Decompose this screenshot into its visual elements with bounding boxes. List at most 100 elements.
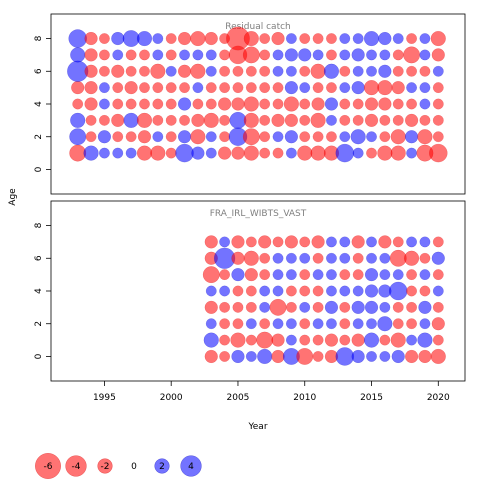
residual-bubble xyxy=(72,98,84,110)
residual-bubble xyxy=(245,302,257,313)
residual-bubble xyxy=(271,32,285,46)
residual-bubble xyxy=(364,97,379,111)
residual-bubble xyxy=(366,351,377,362)
residual-bubble xyxy=(286,147,297,159)
legend-label: 0 xyxy=(131,462,137,472)
residual-bubble xyxy=(296,348,314,365)
residual-bubble xyxy=(137,130,152,144)
residual-bubble xyxy=(150,145,166,161)
residual-bubble xyxy=(245,334,257,346)
residual-bubble xyxy=(259,252,271,264)
residual-bubble xyxy=(165,98,177,110)
residual-bubble xyxy=(310,112,326,128)
residual-bubble xyxy=(406,147,417,159)
residual-bubble xyxy=(326,82,337,93)
residual-bubble xyxy=(231,268,245,282)
residual-bubble xyxy=(244,268,258,282)
residual-bubble xyxy=(152,131,164,143)
x-tick-label: 1995 xyxy=(93,393,116,403)
residual-bubble xyxy=(112,49,124,61)
residual-bubble xyxy=(125,49,137,61)
residual-bubble xyxy=(326,49,337,61)
residual-bubble xyxy=(69,144,87,162)
residual-bubble xyxy=(431,317,445,331)
residual-bubble xyxy=(192,82,204,93)
legend-label: 4 xyxy=(188,462,194,472)
residual-bubble xyxy=(125,147,137,159)
residual-bubble xyxy=(150,63,166,79)
residual-bubble xyxy=(404,250,420,266)
y-tick-label: 4 xyxy=(34,101,44,107)
panels: Residual catch 0 2 4 6 8 FRA_IRL_WIBTS_VAST 0 2 4… xyxy=(8,13,466,432)
residual-bubble xyxy=(326,318,337,330)
legend-bubble xyxy=(97,458,113,474)
residual-bubble xyxy=(392,65,404,77)
residual-bubble xyxy=(124,81,138,95)
residual-bubble xyxy=(352,65,364,77)
residual-bubble xyxy=(406,98,417,110)
residual-bubble xyxy=(205,131,217,143)
residual-bubble xyxy=(272,269,284,280)
residual-bubble xyxy=(390,145,406,161)
residual-bubble xyxy=(178,32,192,46)
residual-bubble xyxy=(232,82,244,93)
residual-bubble xyxy=(432,302,444,313)
legend-label: 2 xyxy=(159,462,165,472)
legend: -6 -4 -2 0 2 4 xyxy=(35,453,202,479)
residual-bubble xyxy=(84,48,98,62)
residual-bubble xyxy=(284,130,298,144)
residual-bubble xyxy=(204,32,218,46)
residual-bubble xyxy=(339,334,351,346)
residual-bubble xyxy=(165,131,177,143)
y-tick-label: 8 xyxy=(34,35,44,41)
residual-bubble xyxy=(405,113,419,127)
residual-bubble xyxy=(392,115,404,126)
residual-bubble xyxy=(298,48,312,62)
residual-bubble xyxy=(366,147,377,159)
residual-bubble xyxy=(242,46,260,64)
residual-bubble xyxy=(392,33,404,44)
residual-bubble xyxy=(419,49,431,61)
y-tick-label: 6 xyxy=(34,68,44,74)
residual-bubble xyxy=(310,63,326,79)
residual-bubble xyxy=(178,130,192,144)
residual-bubble xyxy=(99,115,110,126)
residual-bubble xyxy=(165,82,177,93)
residual-bubble xyxy=(205,49,217,61)
residual-bubble xyxy=(139,82,150,93)
residual-bubble xyxy=(286,334,297,346)
residual-bubble xyxy=(312,252,324,264)
residual-bubble xyxy=(432,334,444,346)
residual-bubble xyxy=(392,302,404,313)
residual-bubble xyxy=(432,115,444,126)
residual-bubble xyxy=(312,302,324,313)
residual-bubble xyxy=(326,285,337,297)
residual-bubble xyxy=(204,300,218,314)
residual-bubble xyxy=(219,82,230,93)
residual-bubble xyxy=(125,98,137,110)
residual-bubble xyxy=(84,97,98,111)
residual-bubble xyxy=(377,316,393,332)
residual-bubble xyxy=(231,146,245,160)
x-axis-title: Year xyxy=(247,422,267,432)
residual-bubble xyxy=(203,332,219,348)
residual-bubble xyxy=(406,82,417,93)
residual-bubble xyxy=(366,131,377,143)
residual-bubble xyxy=(312,131,324,143)
residual-bubble xyxy=(339,65,351,77)
residual-bubble xyxy=(392,98,404,110)
residual-bubble xyxy=(339,252,351,264)
residual-bubble xyxy=(271,349,285,363)
residual-bubble xyxy=(352,318,364,330)
residual-bubble xyxy=(112,82,124,93)
residual-bubble xyxy=(366,252,377,264)
residual-bubble xyxy=(392,49,404,61)
residual-bubble xyxy=(326,236,337,248)
residual-bubble xyxy=(339,82,351,93)
residual-bubble xyxy=(245,285,257,297)
panel-title: FRA_IRL_WIBTS_VAST xyxy=(210,209,307,219)
residual-bubble xyxy=(379,269,391,280)
legend-bubble xyxy=(154,458,170,474)
residual-bubble xyxy=(406,318,417,330)
residual-bubble xyxy=(71,81,85,95)
